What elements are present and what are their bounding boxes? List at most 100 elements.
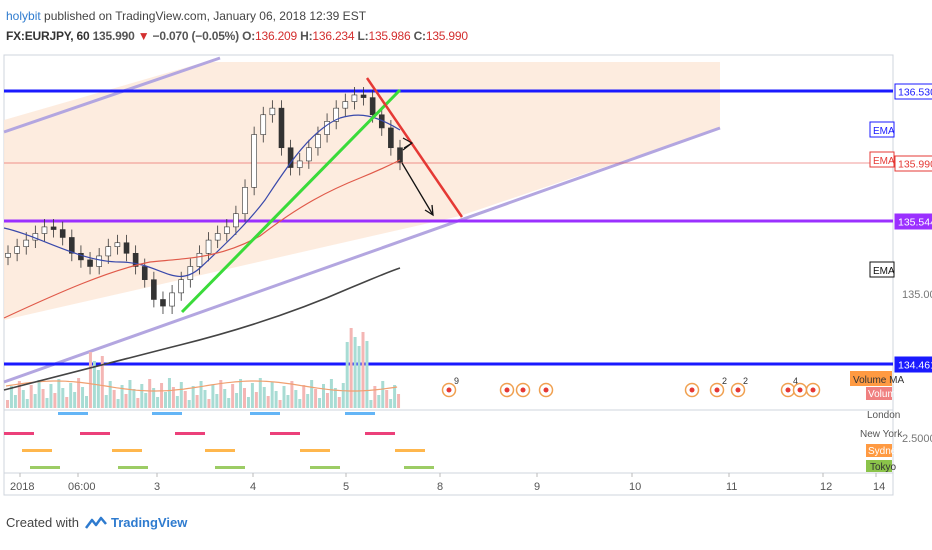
candle	[41, 218, 48, 242]
event-markers[interactable]: 9 2 2 4	[441, 376, 821, 398]
session-bar	[215, 466, 245, 469]
volume-bar	[116, 399, 120, 408]
open-label: O:	[242, 29, 256, 43]
candle	[287, 139, 294, 176]
event-marker[interactable]	[792, 382, 808, 398]
green-trend-line[interactable]	[180, 88, 402, 314]
candle	[151, 271, 157, 308]
symbol-label[interactable]: FX:EURJPY, 60	[6, 29, 90, 43]
volume-bar	[21, 390, 25, 408]
last-price: 135.990	[92, 29, 135, 43]
time-label: 10	[629, 481, 641, 493]
candle	[114, 234, 121, 255]
volume-bar	[365, 341, 369, 408]
volume-bar	[393, 385, 397, 408]
volume-bar	[88, 352, 92, 408]
red-trend-line[interactable]	[365, 77, 464, 218]
volume-bar	[381, 381, 385, 408]
event-marker[interactable]	[538, 382, 554, 398]
created-with-text: Created with	[6, 515, 79, 530]
volume-bar	[85, 396, 88, 408]
session-bar	[112, 449, 142, 452]
session-bars	[4, 412, 434, 469]
volume-bar	[258, 378, 262, 408]
volume-bar	[203, 390, 207, 408]
candle	[342, 93, 349, 117]
session-newyork: New York	[860, 429, 903, 440]
volume-bar	[219, 380, 223, 408]
event-marker[interactable]: 2	[730, 376, 749, 398]
chart-canvas[interactable]: 135.000 2.5000 136.530 135.990 135.544 134.…	[0, 0, 932, 510]
volume-bar	[270, 382, 274, 408]
candle	[169, 284, 175, 314]
volume-bar	[25, 399, 29, 408]
time-axis[interactable]: 2018 06:00 3 4 5 8 9 10 11 12 14	[10, 473, 885, 493]
volume-bar	[179, 382, 183, 408]
svg-text:2: 2	[743, 376, 748, 386]
volume-bar	[310, 380, 314, 408]
volume-bar	[73, 392, 77, 408]
time-label: 11	[726, 481, 737, 493]
volume-bar	[45, 398, 49, 408]
price-tick-2-5: 2.5000	[902, 433, 932, 445]
candle	[296, 153, 303, 176]
session-bar	[118, 466, 148, 469]
price-tick-135000: 135.000	[902, 289, 932, 301]
high-label: H:	[300, 29, 313, 43]
volume-bar	[302, 385, 306, 408]
session-bar	[4, 432, 34, 435]
volume-bar	[357, 346, 361, 408]
svg-text:2: 2	[722, 376, 727, 386]
event-marker[interactable]: 4	[780, 376, 799, 398]
event-marker[interactable]	[515, 382, 531, 398]
username-link[interactable]: holybit	[6, 9, 41, 23]
event-marker[interactable]: 9	[441, 376, 460, 398]
session-bar	[310, 466, 340, 469]
volume-ma-box	[850, 371, 892, 386]
event-marker[interactable]	[805, 382, 821, 398]
volume-bar	[278, 400, 282, 408]
price-badge-135990-text: 135.990	[898, 159, 932, 171]
ema-black-line	[3, 267, 401, 391]
candle	[388, 120, 394, 156]
volume-bar	[96, 370, 100, 408]
volume-bar	[191, 386, 195, 408]
volume-bars	[6, 328, 401, 408]
volume-bar	[152, 388, 156, 408]
projection-arrowhead	[424, 204, 434, 217]
volume-bar	[175, 396, 179, 408]
volume-bar	[33, 394, 37, 408]
event-marker[interactable]	[684, 382, 700, 398]
volume-box	[866, 387, 892, 400]
ema-blue-line	[3, 114, 401, 278]
svg-text:9: 9	[454, 376, 459, 386]
volume-bar	[183, 391, 187, 408]
volume-bar	[239, 379, 243, 408]
session-bar	[300, 449, 330, 452]
volume-bar	[37, 380, 41, 408]
volume-bar	[254, 392, 258, 408]
volume-bar	[337, 397, 341, 408]
candle	[214, 225, 221, 249]
volume-bar	[298, 399, 302, 408]
volume-bar	[211, 385, 215, 408]
projection-arrow[interactable]	[401, 162, 434, 216]
volume-bar	[389, 399, 393, 408]
candle	[59, 221, 66, 246]
volume-bar	[262, 387, 266, 408]
time-label: 06:00	[68, 481, 96, 493]
volume-bar	[124, 394, 128, 408]
volume-bar	[274, 391, 278, 408]
session-sydney: Sydney	[868, 446, 901, 457]
event-marker[interactable]	[499, 382, 515, 398]
volume-bar	[156, 397, 160, 408]
tradingview-brand[interactable]: TradingView	[110, 515, 188, 530]
event-marker[interactable]: 2	[709, 376, 728, 398]
ema-black-box	[869, 261, 895, 278]
volume-bar	[29, 385, 33, 408]
candle	[269, 100, 276, 123]
candle	[69, 229, 75, 262]
volume-bar	[49, 384, 53, 408]
price-badge-136530: 136.530	[894, 83, 932, 100]
volume-bar	[333, 388, 337, 408]
